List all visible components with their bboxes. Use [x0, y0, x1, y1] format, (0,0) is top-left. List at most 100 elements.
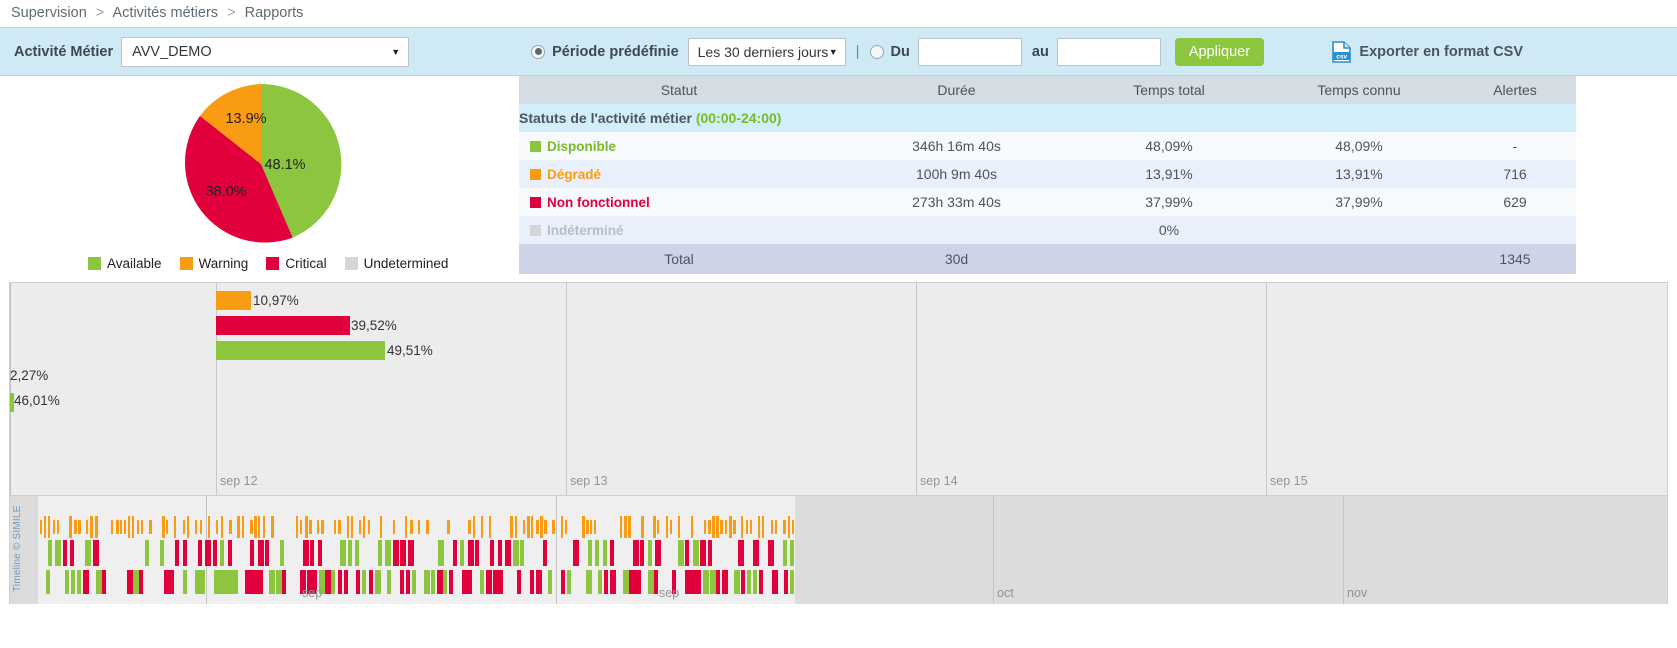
- from-date-input[interactable]: [917, 37, 1022, 66]
- bar-available-clipped[interactable]: [10, 393, 14, 412]
- legend-item-warning: Warning: [179, 256, 248, 271]
- timeline-tick-status: [280, 540, 284, 566]
- table-row: Indéterminé 0%: [519, 216, 1576, 244]
- bar-label-warning-sep12: 10,97%: [253, 293, 299, 308]
- timeline-tick-warning: [749, 520, 752, 534]
- column-header-statut[interactable]: Statut: [519, 76, 839, 104]
- export-csv-button[interactable]: csv Exporter en format CSV: [1332, 41, 1523, 63]
- timeline-navigator[interactable]: Timeline © SIMILE sep sep oct nov: [9, 496, 1668, 604]
- breadcrumb-separator: >: [95, 5, 105, 21]
- timeline-tick-warning: [216, 520, 219, 534]
- to-date-input[interactable]: [1056, 37, 1161, 66]
- timeline-tick-status: [653, 570, 658, 594]
- timeline-tick-status: [436, 570, 443, 594]
- temps-total-cell: 48,09%: [1145, 138, 1193, 154]
- timeline-tick-warning: [720, 520, 724, 534]
- timeline-tick-warning: [594, 520, 597, 534]
- timeline-tick-warning: [124, 520, 126, 534]
- radio-predefined-period[interactable]: [531, 44, 546, 59]
- timeline-tick-warning: [119, 520, 122, 534]
- timeline-tick-status: [133, 570, 139, 594]
- legend-item-critical: Critical: [266, 256, 327, 271]
- temps-total-cell: 37,99%: [1145, 194, 1193, 210]
- timeline-tick-warning: [560, 516, 563, 538]
- timeline-tick-status: [281, 570, 286, 594]
- breadcrumb-item-supervision[interactable]: Supervision: [11, 5, 87, 21]
- alertes-cell: -: [1512, 138, 1518, 154]
- radio-custom-period[interactable]: [869, 44, 884, 59]
- timeline-tick-status: [77, 570, 82, 594]
- timeline-tick-status: [160, 540, 164, 566]
- column-header-temps-total[interactable]: Temps total: [1074, 76, 1264, 104]
- breadcrumb-item-rapports[interactable]: Rapports: [244, 5, 304, 21]
- activity-select[interactable]: AVV_DEMO ▼: [121, 36, 410, 67]
- column-header-alertes[interactable]: Alertes: [1454, 76, 1576, 104]
- timeline-month-nov: nov: [1347, 586, 1368, 600]
- chevron-down-icon: ▼: [391, 46, 401, 57]
- timeline-tick-warning: [514, 516, 517, 538]
- timeline-tick-status: [343, 570, 348, 594]
- temps-connu-cell: 13,91%: [1335, 166, 1383, 182]
- breadcrumb-item-activites-metiers[interactable]: Activités métiers: [112, 5, 219, 21]
- timeline-tick-status: [356, 570, 361, 594]
- timeline-tick-warning: [262, 516, 265, 538]
- column-header-duree[interactable]: Durée: [839, 76, 1074, 104]
- timeline-tick-warning: [712, 516, 715, 538]
- timeline-tick-status: [677, 540, 684, 566]
- timeline-tick-status: [771, 570, 778, 594]
- timeline-tick-status: [722, 570, 728, 594]
- timeline-tick-status: [331, 570, 336, 594]
- bar-critical-sep12[interactable]: [216, 316, 350, 335]
- timeline-tick-warning: [220, 516, 223, 538]
- timeline-tick-warning: [149, 520, 153, 534]
- timeline-tick-status: [92, 540, 99, 566]
- timeline-tick-warning: [128, 516, 131, 538]
- timeline-tick-warning: [48, 516, 51, 538]
- predefined-period-label: Période prédéfinie: [552, 43, 679, 60]
- status-name: Indéterminé: [547, 223, 624, 238]
- status-table: Statuts de l'activité métier (00:00-24:0…: [519, 76, 1576, 274]
- duree-cell: 100h 9m 40s: [916, 166, 997, 182]
- status-name: Disponible: [547, 139, 617, 154]
- timeline-tick-warning: [716, 516, 720, 538]
- timeline-tick-status: [703, 570, 710, 594]
- availability-bar-chart[interactable]: 10,97% 39,52% 49,51% 2,27% 46,01% sep 12…: [9, 282, 1668, 496]
- status-table-title: Statuts de l'activité métier: [519, 110, 692, 126]
- timeline-tick-status: [784, 570, 788, 594]
- timeline-tick-warning: [392, 520, 395, 534]
- breadcrumb-separator: >: [227, 5, 236, 21]
- from-label: Du: [890, 43, 910, 60]
- period-select[interactable]: Les 30 derniers jours ▼: [687, 37, 846, 66]
- timeline-tick-status: [347, 540, 352, 566]
- timeline-tick-warning: [338, 520, 342, 534]
- timeline-tick-status: [512, 540, 519, 566]
- timeline-tick-status: [340, 540, 346, 566]
- timeline-tick-status: [269, 570, 276, 594]
- timeline-tick-warning: [586, 520, 589, 534]
- timeline-tick-status: [139, 570, 144, 594]
- total-temps-connu: [1264, 244, 1454, 274]
- bar-available-sep12[interactable]: [216, 341, 385, 360]
- timeline-tick-status: [647, 570, 654, 594]
- timeline-tick-status: [529, 570, 534, 594]
- column-header-temps-connu[interactable]: Temps connu: [1264, 76, 1454, 104]
- apply-button[interactable]: Appliquer: [1174, 37, 1265, 66]
- timeline-tick-status: [312, 570, 317, 594]
- timeline-tick-status: [55, 540, 61, 566]
- timeline-tick-warning: [581, 516, 585, 538]
- timeline-tick-warning: [405, 516, 408, 538]
- timeline-tick-warning: [229, 520, 232, 534]
- timeline-tick-status: [490, 540, 494, 566]
- timeline-tick-status: [412, 570, 416, 594]
- timeline-month-oct: oct: [997, 586, 1014, 600]
- timeline-tick-status: [684, 570, 691, 594]
- timeline-tick-warning: [296, 516, 299, 538]
- timeline-tick-status: [475, 540, 479, 566]
- timeline-tick-warning: [623, 516, 627, 538]
- bar-warning-sep12[interactable]: [216, 291, 251, 310]
- bar-label-available-clipped: 46,01%: [14, 393, 60, 408]
- timeline-tick-status: [377, 540, 382, 566]
- chart-gridline: [566, 283, 567, 495]
- timeline-tick-status: [655, 540, 661, 566]
- timeline-tick-status: [387, 570, 392, 594]
